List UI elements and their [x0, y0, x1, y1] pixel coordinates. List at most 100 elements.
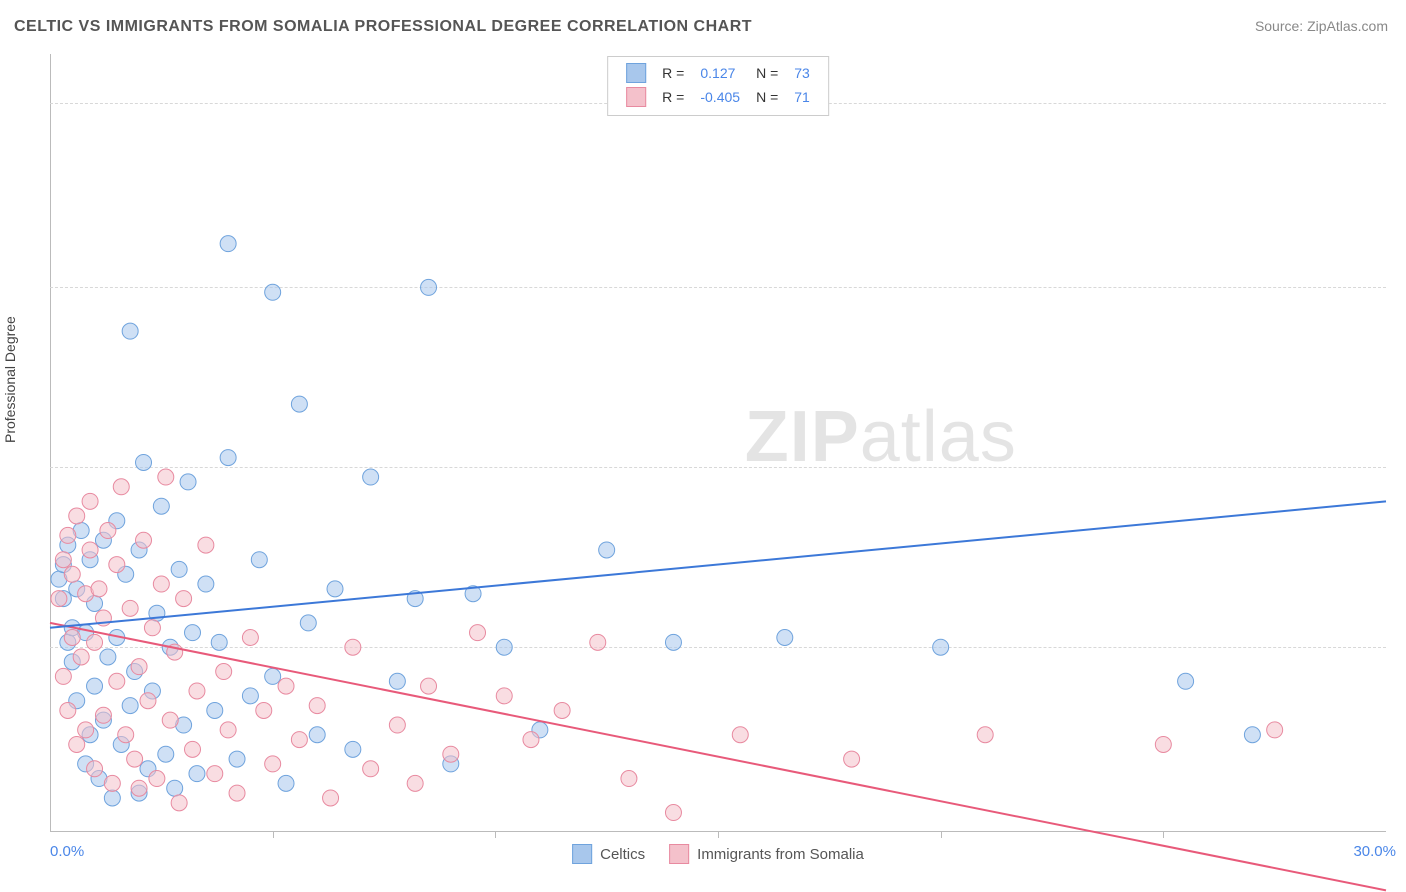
data-point-somalia	[496, 688, 512, 704]
data-point-celtics	[229, 751, 245, 767]
data-point-celtics	[171, 561, 187, 577]
legend-row-somalia: R = -0.405 N = 71	[618, 85, 818, 109]
data-point-celtics	[363, 469, 379, 485]
data-point-somalia	[363, 761, 379, 777]
data-point-celtics	[1244, 727, 1260, 743]
data-point-somalia	[127, 751, 143, 767]
n-value-b: 71	[786, 85, 818, 109]
data-point-celtics	[389, 673, 405, 689]
data-point-somalia	[1155, 736, 1171, 752]
n-label-b: N =	[748, 85, 786, 109]
data-point-celtics	[278, 775, 294, 791]
legend-item-celtics: Celtics	[572, 844, 645, 864]
data-point-celtics	[327, 581, 343, 597]
x-tick-mark	[941, 832, 942, 838]
data-point-celtics	[421, 279, 437, 295]
data-point-somalia	[100, 523, 116, 539]
r-value-a: 0.127	[692, 61, 748, 85]
data-point-somalia	[104, 775, 120, 791]
data-point-somalia	[55, 552, 71, 568]
data-point-celtics	[291, 396, 307, 412]
n-label-a: N =	[748, 61, 786, 85]
data-point-somalia	[60, 527, 76, 543]
data-point-celtics	[122, 323, 138, 339]
data-point-somalia	[149, 771, 165, 787]
chart-root: CELTIC VS IMMIGRANTS FROM SOMALIA PROFES…	[0, 0, 1406, 892]
data-point-somalia	[162, 712, 178, 728]
data-point-celtics	[220, 450, 236, 466]
data-point-somalia	[309, 698, 325, 714]
r-label-b: R =	[654, 85, 692, 109]
n-value-a: 73	[786, 61, 818, 85]
data-point-celtics	[251, 552, 267, 568]
data-point-somalia	[87, 634, 103, 650]
swatch-celtics	[626, 63, 646, 83]
legend-item-somalia: Immigrants from Somalia	[669, 844, 864, 864]
correlation-legend: R = 0.127 N = 73 R = -0.405 N = 71	[607, 56, 829, 116]
data-point-somalia	[55, 668, 71, 684]
data-point-somalia	[977, 727, 993, 743]
data-point-celtics	[153, 498, 169, 514]
data-point-somalia	[69, 736, 85, 752]
swatch-celtics-icon	[572, 844, 592, 864]
data-point-somalia	[131, 659, 147, 675]
data-point-somalia	[82, 493, 98, 509]
data-point-celtics	[496, 639, 512, 655]
data-point-celtics	[185, 625, 201, 641]
data-point-somalia	[523, 732, 539, 748]
data-point-celtics	[933, 639, 949, 655]
data-point-celtics	[136, 454, 152, 470]
data-point-somalia	[389, 717, 405, 733]
data-point-somalia	[60, 702, 76, 718]
y-axis-label: Professional Degree	[2, 316, 18, 443]
data-point-celtics	[265, 668, 281, 684]
data-point-somalia	[69, 508, 85, 524]
chart-title: CELTIC VS IMMIGRANTS FROM SOMALIA PROFES…	[14, 18, 752, 36]
data-point-somalia	[345, 639, 361, 655]
data-point-somalia	[278, 678, 294, 694]
data-point-somalia	[109, 557, 125, 573]
data-point-somalia	[140, 693, 156, 709]
r-value-b: -0.405	[692, 85, 748, 109]
scatter-svg	[50, 54, 1386, 832]
data-point-somalia	[732, 727, 748, 743]
data-point-somalia	[323, 790, 339, 806]
data-point-celtics	[665, 634, 681, 650]
swatch-somalia	[626, 87, 646, 107]
data-point-celtics	[242, 688, 258, 704]
data-point-somalia	[470, 625, 486, 641]
data-point-celtics	[87, 678, 103, 694]
data-point-somalia	[590, 634, 606, 650]
data-point-celtics	[122, 698, 138, 714]
data-point-celtics	[180, 474, 196, 490]
data-point-somalia	[153, 576, 169, 592]
data-point-somalia	[64, 630, 80, 646]
source-link[interactable]: ZipAtlas.com	[1307, 18, 1388, 34]
series-legend: Celtics Immigrants from Somalia	[572, 844, 864, 864]
data-point-somalia	[109, 673, 125, 689]
legend-label-celtics: Celtics	[600, 846, 645, 863]
data-point-somalia	[87, 761, 103, 777]
x-tick-mark	[718, 832, 719, 838]
data-point-celtics	[599, 542, 615, 558]
r-label-a: R =	[654, 61, 692, 85]
data-point-celtics	[309, 727, 325, 743]
data-point-celtics	[265, 284, 281, 300]
data-point-somalia	[136, 532, 152, 548]
data-point-celtics	[100, 649, 116, 665]
data-point-somalia	[443, 746, 459, 762]
data-point-somalia	[64, 566, 80, 582]
data-point-somalia	[665, 805, 681, 821]
data-point-somalia	[122, 600, 138, 616]
x-tick-mark	[495, 832, 496, 838]
data-point-somalia	[144, 620, 160, 636]
data-point-somalia	[229, 785, 245, 801]
data-point-somalia	[844, 751, 860, 767]
data-point-somalia	[171, 795, 187, 811]
data-point-somalia	[189, 683, 205, 699]
data-point-celtics	[158, 746, 174, 762]
data-point-celtics	[104, 790, 120, 806]
data-point-celtics	[211, 634, 227, 650]
plot-area: 3.8%7.5%11.2%15.0% Professional Degree Z…	[50, 54, 1386, 832]
data-point-somalia	[265, 756, 281, 772]
